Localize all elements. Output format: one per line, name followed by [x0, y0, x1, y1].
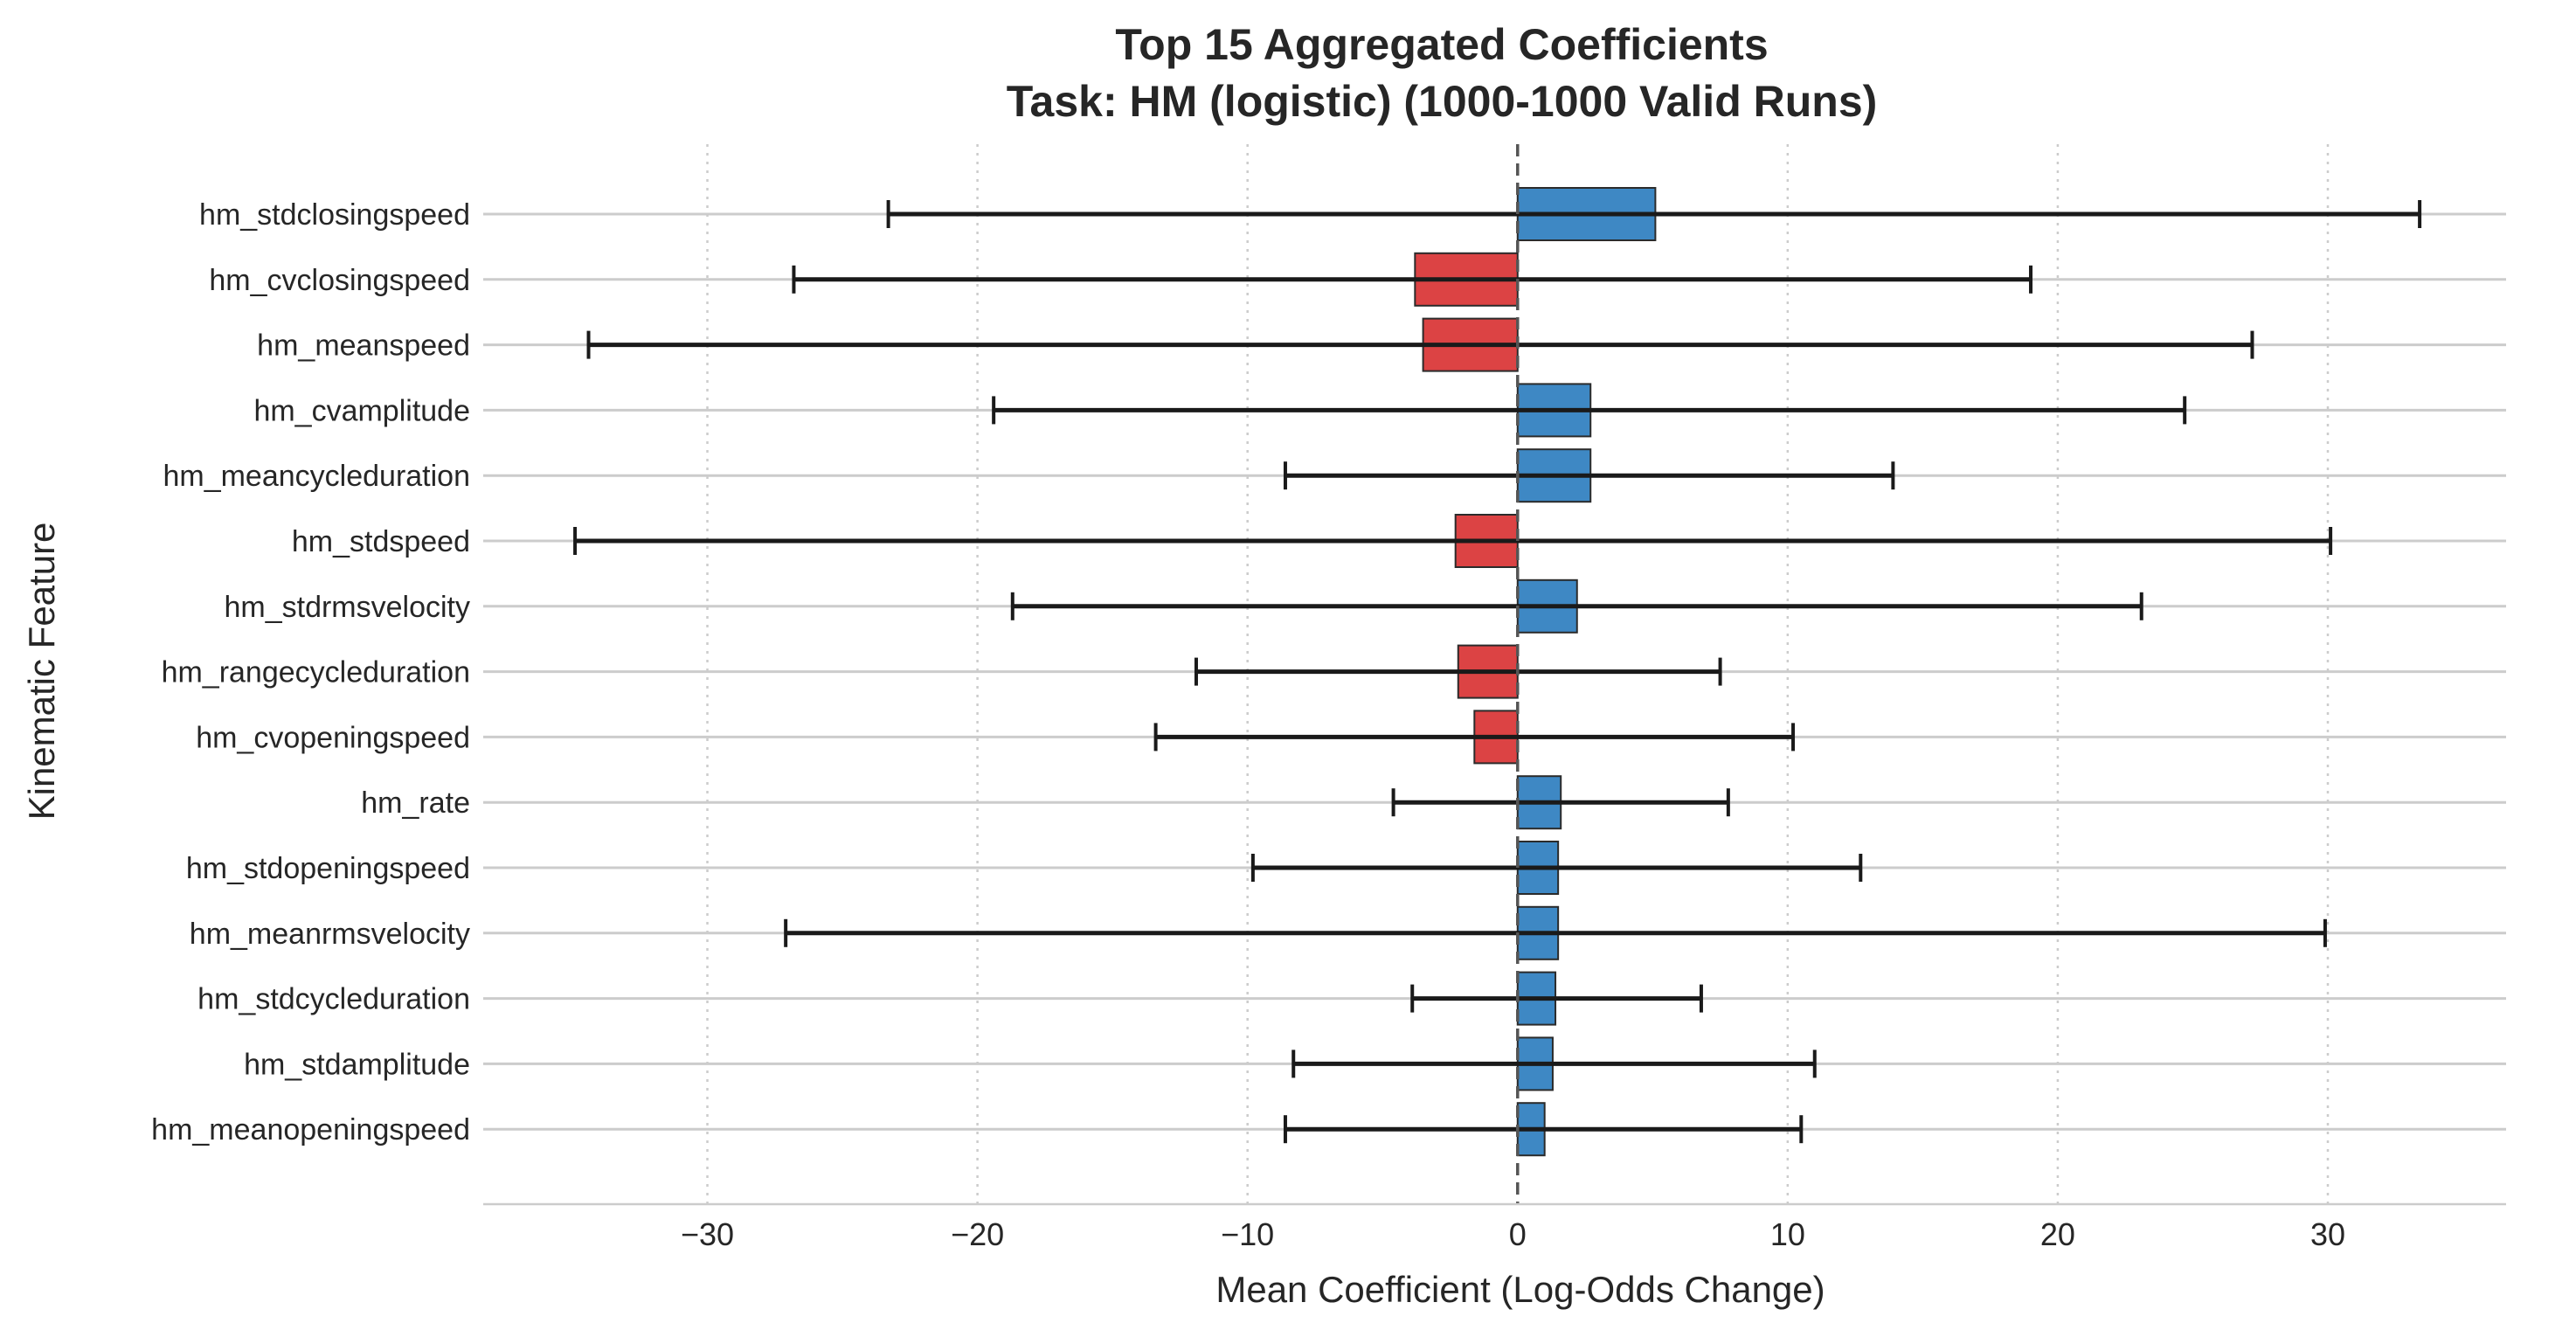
y-tick-label: hm_meanopeningspeed: [151, 1113, 470, 1146]
y-tick-label: hm_rangecycleduration: [162, 656, 470, 689]
x-tick-label: 0: [1509, 1216, 1527, 1252]
y-tick-label: hm_stdamplitude: [244, 1048, 470, 1081]
x-tick-label: 20: [2040, 1216, 2075, 1252]
y-tick-labels: hm_stdclosingspeed hm_cvclosingspeed hm_me…: [151, 198, 470, 1146]
x-tick-label: 10: [1770, 1216, 1805, 1252]
y-tick-label: hm_meanrmsvelocity: [190, 918, 470, 951]
y-tick-label: hm_stdclosingspeed: [199, 198, 470, 232]
x-tick-label: −30: [681, 1216, 734, 1252]
y-axis-label: Kinematic Feature: [21, 523, 62, 821]
x-tick-label: −10: [1221, 1216, 1274, 1252]
x-tick-labels: −30 −20 −10 0 10 20 30: [681, 1216, 2345, 1252]
x-axis-label: Mean Coefficient (Log-Odds Change): [1215, 1269, 1825, 1310]
y-tick-label: hm_cvamplitude: [253, 394, 470, 427]
y-tick-label: hm_meancycleduration: [163, 460, 470, 493]
y-tick-label: hm_stdrmsvelocity: [224, 591, 470, 624]
y-tick-label: hm_stdopeningspeed: [186, 852, 470, 885]
y-tick-label: hm_cvopeningspeed: [196, 721, 470, 754]
chart-subtitle: Task: HM (logistic) (1000-1000 Valid Run…: [1007, 77, 1878, 126]
x-tick-label: −20: [951, 1216, 1004, 1252]
x-tick-label: 30: [2310, 1216, 2345, 1252]
y-tick-label: hm_cvclosingspeed: [209, 264, 470, 297]
y-tick-label: hm_meanspeed: [257, 329, 470, 363]
y-tick-label: hm_stdspeed: [292, 525, 470, 558]
x-grid: [706, 144, 2330, 1204]
chart-title: Top 15 Aggregated Coefficients: [1115, 20, 1768, 69]
error-bars: [573, 200, 2422, 1144]
y-tick-label: hm_rate: [361, 786, 470, 820]
y-tick-label: hm_stdcycleduration: [197, 983, 470, 1016]
